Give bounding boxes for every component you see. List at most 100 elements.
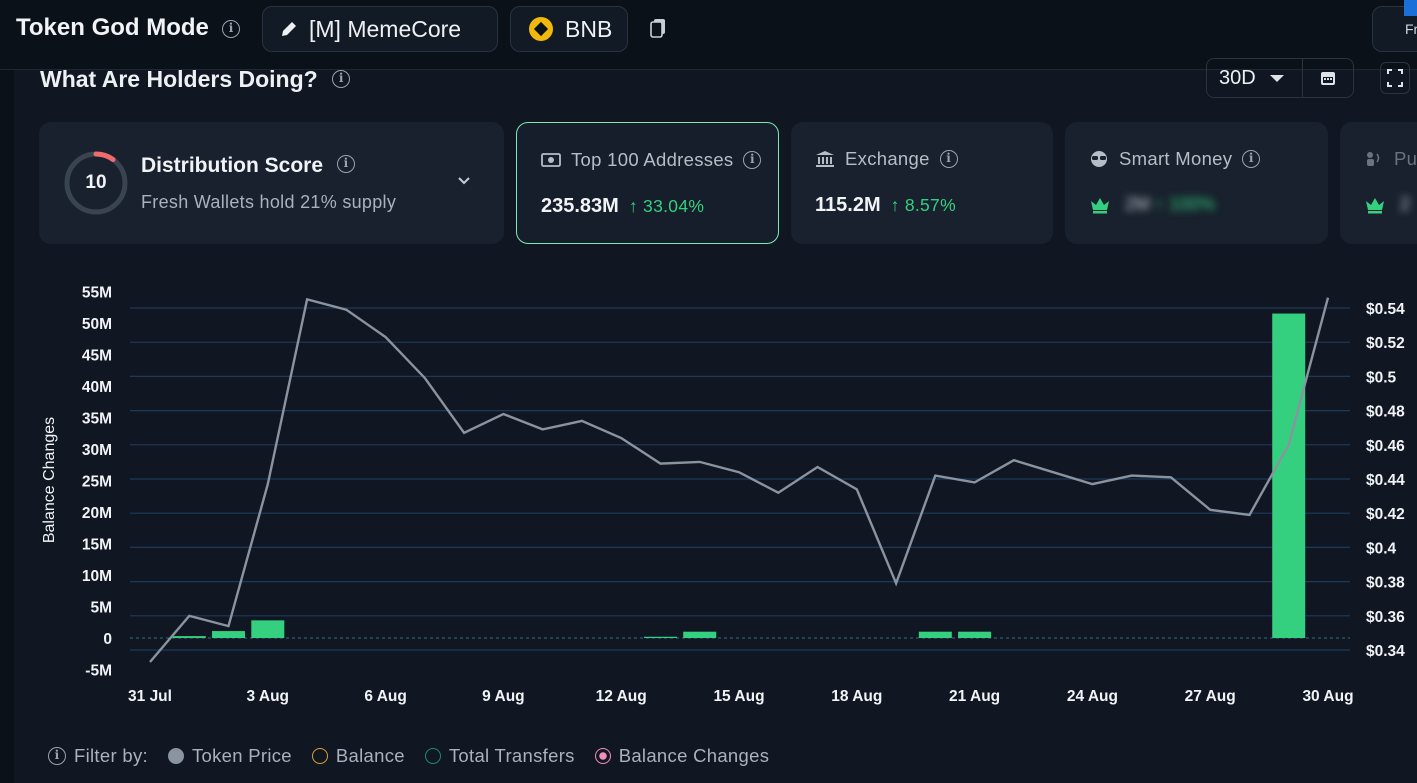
balance-change-bar xyxy=(958,631,992,638)
exchange-label: Exchange xyxy=(845,148,930,169)
left-tick-label: 35M xyxy=(82,411,112,428)
balance-change-bar xyxy=(172,636,206,638)
distribution-score-card[interactable]: 10 Distribution Score i Fresh Wallets ho… xyxy=(39,122,504,244)
left-tick-label: 50M xyxy=(82,316,112,333)
range-dropdown[interactable]: 30D xyxy=(1207,67,1302,90)
token-selector[interactable]: [M] MemeCore xyxy=(262,6,498,52)
x-tick-label: 15 Aug xyxy=(713,688,764,705)
chain-selector[interactable]: BNB xyxy=(510,6,628,52)
left-axis-ticks: 55M 50M 45M 40M 35M 30M 25M 20M 15M 10M 5M 0 -5M xyxy=(82,285,112,680)
holders-chart: 55M 50M 45M 40M 35M 30M 25M 20M 15M 10M 5M 0 -5M $0.… xyxy=(41,285,1405,706)
smart-money-label: Smart Money xyxy=(1119,148,1233,169)
x-tick-label: 21 Aug xyxy=(949,688,1000,705)
filter-balance-changes-label: Balance Changes xyxy=(618,745,770,766)
balance-change-bar xyxy=(918,631,952,638)
blue-corner-tab[interactable] xyxy=(1404,0,1417,16)
sunglasses-icon xyxy=(1091,151,1107,167)
filter-token-price[interactable]: Token Price xyxy=(167,745,292,767)
chain-label: BNB xyxy=(565,15,613,42)
info-icon[interactable]: i xyxy=(48,747,66,765)
info-icon[interactable]: i xyxy=(1242,150,1261,168)
x-tick-label: 18 Aug xyxy=(831,688,882,705)
calendar-icon xyxy=(1320,72,1335,85)
copy-icon[interactable] xyxy=(650,18,666,38)
x-tick-label: 31 Jul xyxy=(128,688,172,705)
info-icon[interactable]: i xyxy=(332,69,351,88)
exchange-card[interactable]: Exchange i 115.2M ↑ 8.57% xyxy=(791,122,1053,244)
x-axis-ticks: 31 Jul 3 Aug 6 Aug 9 Aug 12 Aug 15 Aug 18 Aug 2… xyxy=(128,688,1354,705)
token-label: [M] MemeCore xyxy=(309,15,462,42)
info-icon[interactable]: i xyxy=(336,155,355,174)
left-tick-label: 55M xyxy=(82,285,112,302)
caret-down-icon xyxy=(1269,74,1284,82)
public-figure-card[interactable]: Pu 2 xyxy=(1340,122,1417,244)
left-tick-label: 10M xyxy=(82,568,112,585)
x-tick-label: 12 Aug xyxy=(596,688,647,705)
chart-grid xyxy=(130,307,1350,651)
calendar-button[interactable] xyxy=(1301,59,1353,97)
right-axis-ticks: $0.54 $0.52 $0.5 $0.48 $0.46 $0.44 $0.42 $0.4 $0… xyxy=(1366,301,1405,660)
distribution-score-value: 10 xyxy=(85,172,107,193)
x-tick-label: 27 Aug xyxy=(1185,688,1236,705)
balance-change-bar xyxy=(643,636,677,638)
token-price-line xyxy=(149,297,1330,663)
y-axis-label: Balance Changes xyxy=(41,417,58,543)
filter-total-transfers[interactable]: Total Transfers xyxy=(424,745,575,767)
info-icon[interactable]: i xyxy=(939,150,958,168)
bank-icon xyxy=(816,151,834,167)
right-tick-label: $0.34 xyxy=(1366,643,1405,660)
right-tick-label: $0.52 xyxy=(1366,335,1405,352)
left-tick-label: 15M xyxy=(82,537,112,554)
chart-filter: i Filter by: Token Price Balance Total T… xyxy=(48,745,769,767)
top-100-addresses-card[interactable]: Top 100 Addresses i 235.83M ↑ 33.04% xyxy=(516,122,779,244)
x-tick-label: 9 Aug xyxy=(482,688,524,705)
info-icon[interactable]: i xyxy=(222,20,240,38)
right-action-label: Fr xyxy=(1405,21,1417,37)
balance-change-bar xyxy=(212,631,246,638)
time-range-selector[interactable]: 30D xyxy=(1206,58,1354,98)
top-100-header: Top 100 Addresses i xyxy=(541,149,762,171)
speaker-icon xyxy=(1367,152,1380,166)
filter-token-price-label: Token Price xyxy=(191,745,292,766)
smart-money-card[interactable]: Smart Money i 2M ↑ 100% xyxy=(1065,122,1328,244)
filter-balance-label: Balance xyxy=(335,745,405,766)
app-title-text: Token God Mode xyxy=(16,14,209,41)
top-100-value: 235.83M xyxy=(541,195,619,217)
total-transfers-dot xyxy=(424,748,441,764)
public-figure-header: Pu xyxy=(1364,148,1417,170)
public-figure-label: Pu xyxy=(1394,148,1417,169)
exchange-change: ↑ 8.57% xyxy=(890,195,956,215)
distribution-score-title-text: Distribution Score xyxy=(141,154,324,177)
left-tick-label: 45M xyxy=(82,348,112,365)
score-ring xyxy=(64,151,128,215)
exchange-header: Exchange i xyxy=(815,148,958,170)
exchange-value: 115.2M xyxy=(815,194,881,216)
chevron-down-icon[interactable] xyxy=(457,174,471,188)
panel-edge xyxy=(0,70,14,783)
top-100-values: 235.83M ↑ 33.04% xyxy=(541,195,704,218)
exchange-values: 115.2M ↑ 8.57% xyxy=(815,194,956,217)
public-figure-values: 2 xyxy=(1364,194,1410,215)
info-icon[interactable]: i xyxy=(743,151,762,169)
filter-balance-changes[interactable]: Balance Changes xyxy=(594,745,770,767)
bnb-chain-icon xyxy=(529,17,553,41)
smart-money-hidden-value: 2M ↑ 100% xyxy=(1125,194,1215,215)
balance-change-bar xyxy=(683,631,717,638)
right-tick-label: $0.36 xyxy=(1366,609,1405,626)
crown-icon xyxy=(1091,197,1109,213)
filter-balance[interactable]: Balance xyxy=(311,745,405,767)
section-title-text: What Are Holders Doing? xyxy=(40,66,318,92)
distribution-score-subtitle: Fresh Wallets hold 21% supply xyxy=(141,192,397,212)
balance-change-bar xyxy=(251,620,285,638)
x-tick-label: 24 Aug xyxy=(1067,688,1118,705)
pencil-icon xyxy=(282,22,296,36)
fullscreen-button[interactable] xyxy=(1380,62,1410,94)
public-figure-value: 2 xyxy=(1400,194,1411,214)
money-icon xyxy=(541,153,561,167)
right-tick-label: $0.42 xyxy=(1366,506,1405,523)
right-tick-label: $0.5 xyxy=(1366,369,1397,386)
filter-total-transfers-label: Total Transfers xyxy=(448,745,575,766)
x-tick-label: 30 Aug xyxy=(1302,688,1353,705)
crown-icon xyxy=(1366,197,1384,213)
token-price-dot xyxy=(167,748,184,764)
